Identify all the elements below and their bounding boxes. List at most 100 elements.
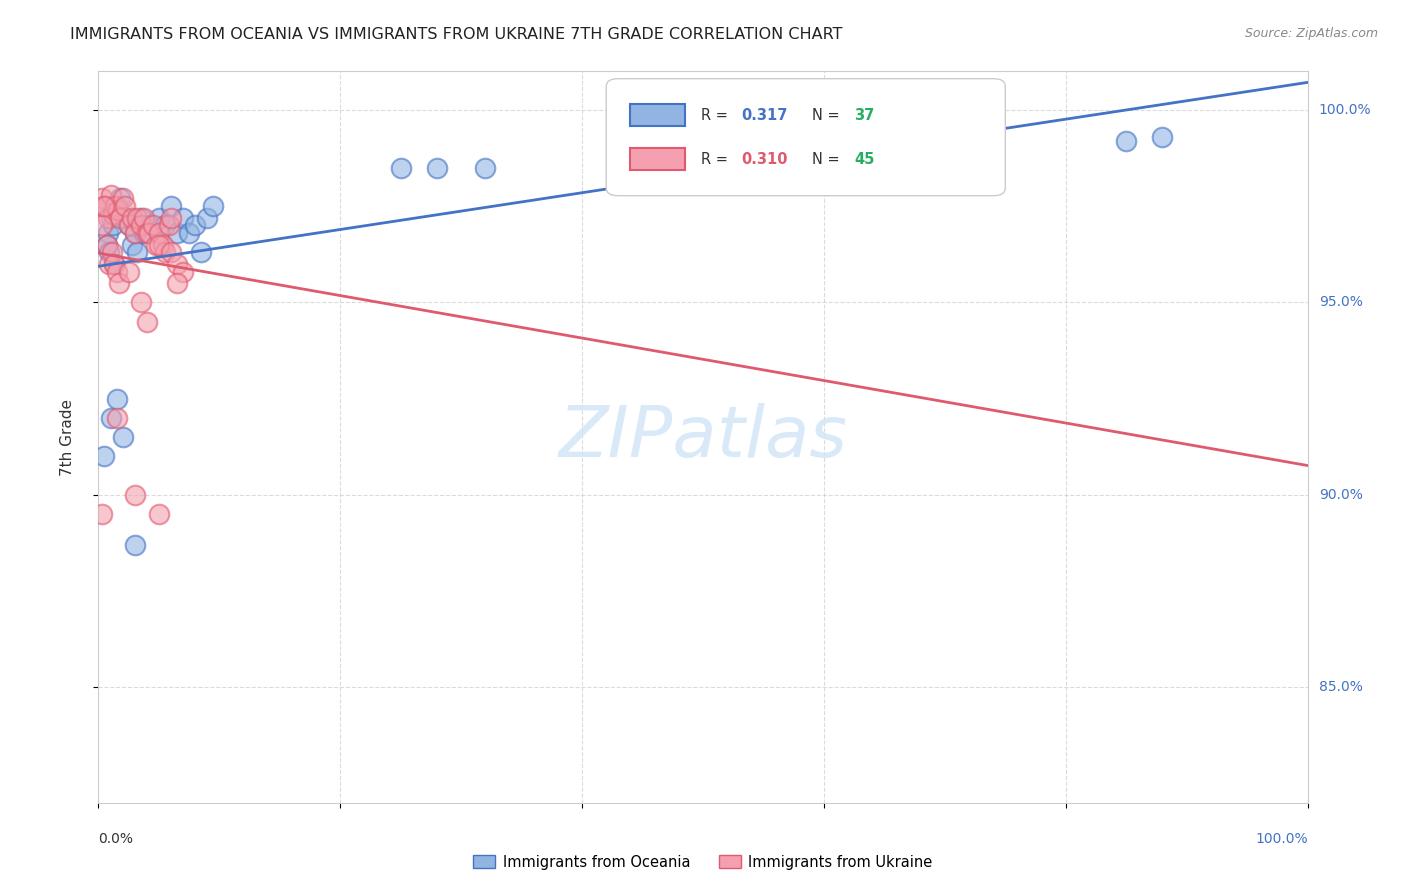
Text: 100.0%: 100.0% <box>1319 103 1371 117</box>
Point <box>124 538 146 552</box>
Point <box>148 211 170 225</box>
Legend: Immigrants from Oceania, Immigrants from Ukraine: Immigrants from Oceania, Immigrants from… <box>468 849 938 876</box>
Point <box>172 264 194 278</box>
Point <box>157 219 180 233</box>
Text: ZIPatlas: ZIPatlas <box>558 402 848 472</box>
Text: 95.0%: 95.0% <box>1319 295 1362 310</box>
Point <box>148 226 170 240</box>
Point <box>124 226 146 240</box>
Point <box>148 507 170 521</box>
Point <box>153 219 176 233</box>
Bar <box>630 104 685 127</box>
Y-axis label: 7th Grade: 7th Grade <box>60 399 75 475</box>
Point <box>138 226 160 240</box>
Point <box>98 245 121 260</box>
Point <box>93 199 115 213</box>
Point <box>105 264 128 278</box>
Point <box>127 211 149 225</box>
Point <box>127 245 149 260</box>
Point <box>160 211 183 225</box>
Text: R =: R = <box>700 108 733 123</box>
Point <box>134 211 156 225</box>
Point <box>114 199 136 213</box>
Point <box>124 226 146 240</box>
Point <box>97 226 120 240</box>
Point <box>100 211 122 225</box>
Point <box>98 257 121 271</box>
Text: 0.0%: 0.0% <box>98 832 134 846</box>
Text: R =: R = <box>700 152 733 167</box>
Point <box>100 187 122 202</box>
Point <box>118 219 141 233</box>
Point <box>96 237 118 252</box>
Point <box>101 219 124 233</box>
Point <box>135 226 157 240</box>
Point <box>108 276 131 290</box>
Point <box>91 507 114 521</box>
Point <box>121 237 143 252</box>
Point <box>142 219 165 233</box>
Point <box>190 245 212 260</box>
Point <box>153 245 176 260</box>
Text: N =: N = <box>811 152 844 167</box>
Point <box>111 191 134 205</box>
Point <box>105 392 128 406</box>
Point <box>118 219 141 233</box>
Point <box>1115 134 1137 148</box>
Point <box>97 211 120 225</box>
Point <box>1152 129 1174 144</box>
Point <box>91 219 114 233</box>
Text: 0.317: 0.317 <box>742 108 789 123</box>
Point <box>108 211 131 225</box>
Point <box>100 410 122 425</box>
Bar <box>630 148 685 170</box>
Point <box>103 257 125 271</box>
Point <box>129 295 152 310</box>
Point <box>160 245 183 260</box>
Point <box>166 226 188 240</box>
Point <box>138 219 160 233</box>
Text: 85.0%: 85.0% <box>1319 681 1362 694</box>
Point <box>93 450 115 464</box>
Text: 0.310: 0.310 <box>742 152 789 167</box>
Text: IMMIGRANTS FROM OCEANIA VS IMMIGRANTS FROM UKRAINE 7TH GRADE CORRELATION CHART: IMMIGRANTS FROM OCEANIA VS IMMIGRANTS FR… <box>70 27 842 42</box>
Point <box>129 211 152 225</box>
Point <box>101 207 124 221</box>
Point <box>111 430 134 444</box>
Point <box>114 211 136 225</box>
Point <box>474 161 496 175</box>
Point <box>389 161 412 175</box>
Point <box>104 199 127 213</box>
Point <box>166 257 188 271</box>
Point <box>160 199 183 213</box>
Point <box>145 237 167 252</box>
Point <box>108 191 131 205</box>
Point <box>134 226 156 240</box>
Point <box>129 219 152 233</box>
Point <box>105 410 128 425</box>
Point <box>118 264 141 278</box>
Text: 90.0%: 90.0% <box>1319 488 1362 502</box>
Text: 45: 45 <box>855 152 875 167</box>
Point <box>172 211 194 225</box>
Point <box>94 199 117 213</box>
FancyBboxPatch shape <box>606 78 1005 195</box>
Point <box>184 219 207 233</box>
Text: N =: N = <box>811 108 844 123</box>
Point <box>426 161 449 175</box>
Text: Source: ZipAtlas.com: Source: ZipAtlas.com <box>1244 27 1378 40</box>
Text: 100.0%: 100.0% <box>1256 832 1308 846</box>
Point <box>96 237 118 252</box>
Point <box>93 199 115 213</box>
Point <box>107 202 129 217</box>
Point <box>135 315 157 329</box>
Point <box>105 199 128 213</box>
Point <box>195 211 218 225</box>
Point <box>121 211 143 225</box>
Point <box>100 245 122 260</box>
Point <box>148 237 170 252</box>
Point <box>202 199 225 213</box>
Point <box>103 257 125 271</box>
Point <box>152 237 174 252</box>
Point <box>166 276 188 290</box>
